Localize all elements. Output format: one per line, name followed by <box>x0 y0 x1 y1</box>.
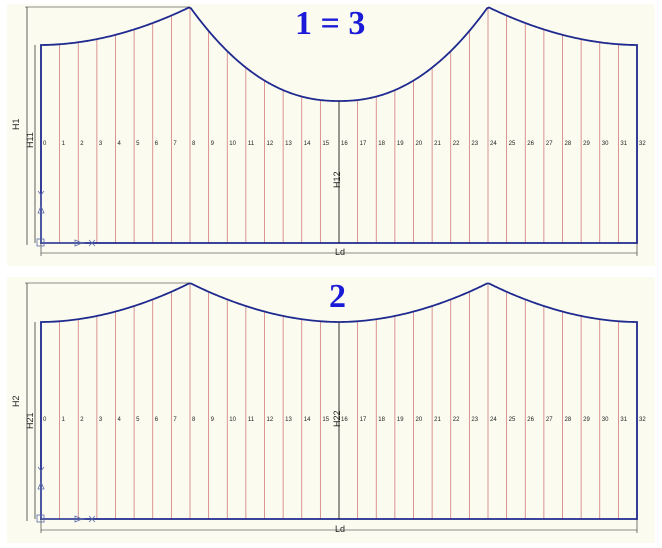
dimension-width-label: Ld <box>335 524 345 534</box>
strip-label: 10 <box>229 417 236 423</box>
strip-label: 27 <box>546 141 553 147</box>
strip-label: 14 <box>304 417 311 423</box>
strip-label: 6 <box>155 141 159 147</box>
strip-label: 19 <box>397 141 404 147</box>
dimension-side-height-label: H21 <box>25 412 35 429</box>
strip-label: 22 <box>453 141 460 147</box>
pattern-outline <box>40 282 638 520</box>
strip-label: 17 <box>360 417 367 423</box>
strip-label: 20 <box>416 417 423 423</box>
strip-label: 21 <box>434 141 441 147</box>
dimension-width-label: Ld <box>335 247 345 257</box>
ucs-x-arrow-icon <box>74 239 84 247</box>
strip-label: 20 <box>416 141 423 147</box>
strip-label: 4 <box>118 417 122 423</box>
strip-label: 15 <box>322 141 329 147</box>
strip-label: 5 <box>136 417 140 423</box>
strip-label: 5 <box>136 141 140 147</box>
ucs-y-arrow-icon <box>37 204 45 214</box>
panel-title: 2 <box>329 278 346 315</box>
strip-label: 8 <box>192 417 196 423</box>
pattern-panel-2: 2 0 1 2 3 4 5 6 7 8 9 10 11 12 13 14 15 16 17 18 19 20 21 22 23 2… <box>7 277 655 543</box>
strip-label: 13 <box>285 141 292 147</box>
strip-label: 13 <box>285 417 292 423</box>
dimension-side-height-label: H11 <box>25 132 35 148</box>
ucs-x-letter-icon <box>88 515 96 523</box>
strip-label: 1 <box>62 141 66 147</box>
strip-label: 7 <box>173 417 177 423</box>
strip-label: 23 <box>471 417 478 423</box>
ucs-y-arrow-icon <box>37 480 45 490</box>
strip-label: 32 <box>639 417 646 423</box>
strip-label: 24 <box>490 141 497 147</box>
strip-label: 2 <box>80 417 84 423</box>
strip-label: 9 <box>211 141 215 147</box>
strip-label: 21 <box>434 417 441 423</box>
strip-label: 4 <box>118 141 122 147</box>
strip-label: 10 <box>229 141 236 147</box>
strip-label: 30 <box>602 141 609 147</box>
strip-label: 31 <box>620 417 627 423</box>
strip-label: 6 <box>155 417 159 423</box>
strip-label: 11 <box>248 141 255 147</box>
strip-label: 0 <box>43 417 47 423</box>
strip-label: 2 <box>80 141 84 147</box>
ucs-x-arrow-icon <box>74 515 84 523</box>
strip-label: 16 <box>341 417 348 423</box>
pattern-drawing-1: 1 = 30 1 2 3 4 5 6 7 8 9 10 11 12 13 14 15 16 17 18 19 20 21 2… <box>11 5 646 257</box>
strip-label: 16 <box>341 141 348 147</box>
strip-label: 29 <box>583 417 590 423</box>
dimension-middle-height-label: H22 <box>332 410 342 427</box>
strip-label: 18 <box>378 417 385 423</box>
strip-label: 23 <box>471 141 478 147</box>
strip-label: 18 <box>378 141 385 147</box>
ucs-origin-icon <box>36 238 45 247</box>
strip-label: 14 <box>304 141 311 147</box>
ucs-y-letter-icon <box>37 466 45 472</box>
strip-label: 7 <box>173 141 177 147</box>
pattern-drawing-2: 20 1 2 3 4 5 6 7 8 9 10 11 12 13 14 15 16 17 18 19 20 21 22 23 2… <box>11 278 646 534</box>
strip-label: 29 <box>583 141 590 147</box>
pattern-panel-1: 1 = 3 0 1 2 3 4 5 6 7 8 9 10 11 12 13 14 15 16 17 18 19 20 21 2… <box>7 4 655 266</box>
strip-label: 30 <box>602 417 609 423</box>
strip-label: 28 <box>565 417 572 423</box>
strip-label: 1 <box>62 417 66 423</box>
strip-label: 25 <box>509 141 516 147</box>
strip-label: 12 <box>267 417 274 423</box>
strip-label: 0 <box>43 141 47 147</box>
strip-label: 24 <box>490 417 497 423</box>
pattern-outline <box>40 6 638 244</box>
strip-label: 3 <box>99 417 103 423</box>
strip-label: 31 <box>620 141 627 147</box>
strip-label: 27 <box>546 417 553 423</box>
strip-label: 28 <box>565 141 572 147</box>
strip-label: 19 <box>397 417 404 423</box>
strip-label: 11 <box>248 417 255 423</box>
ucs-origin-icon <box>36 514 45 523</box>
strip-label: 26 <box>527 417 534 423</box>
dimension-total-height-label: H2 <box>11 395 21 407</box>
dimension-total-height-label: H1 <box>11 118 21 130</box>
ucs-x-letter-icon <box>88 239 96 247</box>
strip-label: 9 <box>211 417 215 423</box>
strip-label: 3 <box>99 141 103 147</box>
strip-label: 26 <box>527 141 534 147</box>
strip-label: 17 <box>360 141 367 147</box>
strip-label: 8 <box>192 141 196 147</box>
strip-label: 15 <box>322 417 329 423</box>
strip-label: 12 <box>267 141 274 147</box>
strip-label: 22 <box>453 417 460 423</box>
dimension-middle-height-label: H12 <box>332 171 342 188</box>
strip-label: 32 <box>639 141 646 147</box>
panel-title: 1 = 3 <box>295 5 365 42</box>
ucs-y-letter-icon <box>37 190 45 196</box>
strip-label: 25 <box>509 417 516 423</box>
